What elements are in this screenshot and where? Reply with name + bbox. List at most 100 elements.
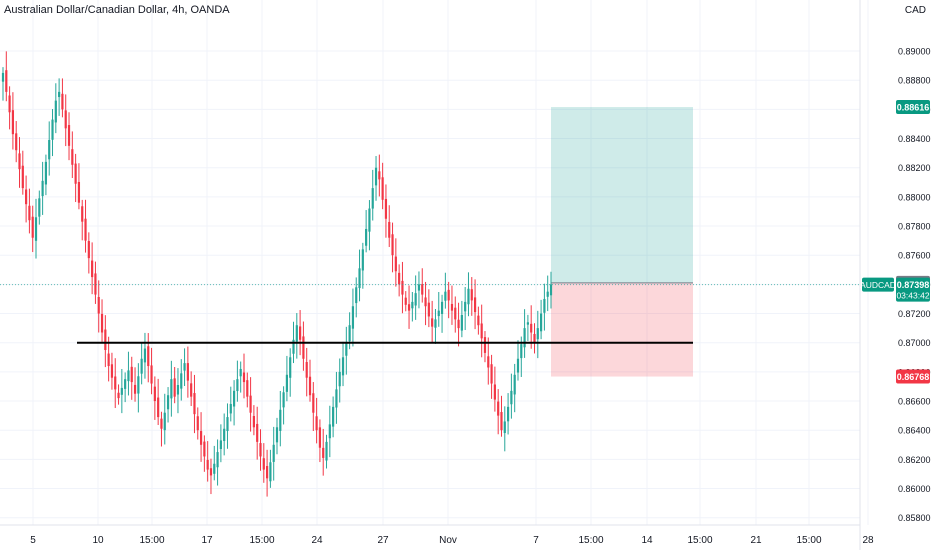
candle-body [368, 208, 371, 232]
candle [269, 449, 272, 488]
candle-body [355, 287, 358, 304]
price-axis[interactable]: 0.890000.888000.886000.884000.882000.880… [860, 47, 931, 524]
candle-body [91, 260, 94, 278]
candle [44, 154, 48, 196]
candle-body [193, 393, 196, 415]
x-tick-label: 5 [30, 535, 36, 546]
candle [447, 281, 450, 319]
candle-body [190, 383, 193, 397]
candle [137, 363, 140, 413]
time-axis[interactable]: 5 10 15:00 17 15:00 24 27 Nov 7 15:00 14 15:00 21 15:… [30, 535, 874, 546]
candle-body [279, 409, 282, 431]
candle [510, 373, 513, 419]
candle [332, 396, 335, 438]
candle [58, 78, 61, 116]
candle-body [292, 339, 295, 354]
candle-body [338, 371, 341, 387]
candle-body [341, 357, 345, 376]
candle-body [285, 374, 289, 392]
candle [338, 358, 341, 403]
candle [61, 78, 64, 118]
candle-body [94, 273, 97, 295]
candle-body [140, 358, 143, 374]
candle-body [404, 297, 407, 305]
candle [21, 150, 24, 195]
candle [216, 439, 219, 486]
candle-body [546, 291, 549, 297]
candle [183, 348, 186, 387]
x-tick-label: 24 [311, 535, 323, 546]
candle-body [473, 297, 477, 313]
last-price-label: 0.87398 [897, 280, 930, 290]
candle [226, 403, 229, 449]
candle [107, 336, 110, 382]
candle-body [104, 329, 107, 350]
candle-body [516, 358, 520, 373]
candle [130, 356, 133, 400]
candle [493, 366, 496, 412]
candle [262, 443, 265, 483]
candle [173, 367, 176, 404]
candle [143, 332, 147, 379]
candle [213, 445, 216, 481]
candle [328, 405, 331, 458]
candle-body [500, 412, 503, 431]
candle-body [351, 306, 355, 329]
y-tick-label: 0.87600 [898, 251, 931, 261]
candle [539, 299, 543, 340]
candle [368, 200, 371, 251]
candle-body [361, 249, 364, 271]
candle [166, 387, 170, 423]
candle [180, 359, 183, 401]
candle [437, 291, 440, 327]
candle [117, 384, 120, 405]
x-tick-label: 15:00 [796, 535, 821, 546]
candle-body [411, 301, 414, 309]
candle [279, 390, 282, 447]
candle-body [421, 284, 424, 295]
candle-body [34, 217, 38, 241]
candle [232, 380, 236, 426]
candle-body [157, 397, 160, 418]
candle [18, 137, 21, 188]
candle-body [543, 298, 546, 313]
candle [100, 299, 104, 342]
candle [259, 429, 262, 471]
candle-body [523, 328, 526, 348]
candle-body [44, 161, 48, 185]
candle-body [262, 458, 265, 470]
candle-body [51, 119, 54, 140]
candle-body [38, 198, 41, 217]
candle [391, 222, 394, 273]
candle-body [467, 288, 470, 305]
x-tick-label: 27 [377, 535, 389, 546]
candle [48, 121, 51, 176]
candle [536, 310, 539, 359]
candle-body [434, 319, 437, 328]
candle [41, 161, 44, 215]
candle [120, 368, 123, 414]
candle-body [384, 198, 388, 219]
candle [272, 426, 275, 481]
candle-body [74, 163, 77, 184]
candle-body [401, 280, 404, 295]
candle [516, 340, 520, 381]
candle [503, 406, 506, 452]
stop-loss-label: 0.86768 [897, 372, 930, 382]
y-tick-label: 0.87200 [898, 309, 931, 319]
candle-body [160, 418, 163, 429]
candles [1, 51, 553, 497]
candle [114, 358, 117, 409]
candle [256, 406, 259, 460]
y-tick-label: 0.86400 [898, 426, 931, 436]
candle-body [256, 423, 259, 442]
candle [308, 359, 312, 402]
candle [533, 323, 536, 354]
x-tick-label: 10 [92, 535, 104, 546]
candle [424, 281, 427, 326]
position-zones[interactable] [551, 107, 693, 377]
candle-body [48, 140, 51, 160]
candle [209, 458, 213, 495]
candle-body [371, 188, 374, 209]
